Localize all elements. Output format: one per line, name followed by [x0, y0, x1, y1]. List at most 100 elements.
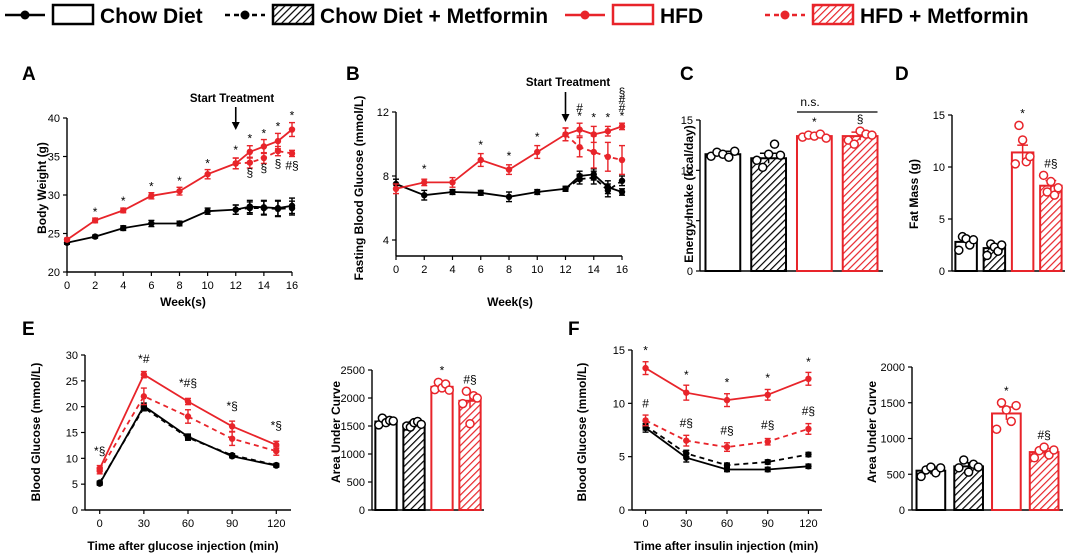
bar-point-e-auc-3-4: [472, 393, 482, 403]
annotation-text-b: Start Treatment: [526, 77, 611, 89]
significance-mark-e-4: *§: [271, 418, 282, 432]
y-tick-label-e-auc-3: 1500: [341, 421, 365, 433]
data-point-b-3-4: [618, 156, 626, 164]
panel-c: C Energy Intake (kcal/day) n.s. 0 5 10 15 * §: [680, 64, 883, 278]
bracket-label-c: n.s.: [800, 95, 819, 109]
y-tick-label-f-1: 5: [619, 452, 625, 464]
legend-swatch-hfd-metformin: [811, 3, 855, 26]
y-tick-label-e-4: 20: [66, 402, 78, 414]
x-tick-label-e-4: 120: [267, 518, 285, 530]
data-point-b-2-3: [477, 156, 484, 164]
bar-point-c-1-2: [763, 149, 774, 159]
panel-label-c: C: [680, 64, 694, 85]
y-tick-label-d-1: 5: [939, 214, 945, 226]
significance-mark-f-1: *: [684, 368, 689, 382]
legend-label-hfd-metformin: HFD + Metformin: [860, 5, 1029, 28]
bar-point-c-1-1: [757, 162, 768, 173]
panel-e: E Blood Glucose (mmol/L) Time after gluc…: [22, 319, 291, 553]
bar-point-e-auc-3-1: [461, 386, 472, 397]
bar-point-f-auc-3-2: [1039, 442, 1049, 452]
y-axis-label-f: Blood Glucose (mmol/L): [575, 363, 589, 502]
data-point-a-1-2: [260, 204, 268, 212]
bar-point-d-3-2: [1046, 176, 1056, 187]
bar-point-f-auc-0-0: [916, 471, 926, 482]
data-point-b-0-4: [505, 193, 513, 200]
significance-mark-e-2: *#§: [179, 376, 197, 390]
significance-mark-e-3: *§: [226, 399, 237, 413]
y-tick-label-c-0: 0: [687, 266, 693, 278]
data-point-a-0-1: [91, 233, 99, 240]
x-axis-label-b: Week(s): [487, 295, 533, 309]
panel-d: D Fat Mass (g) 0 5 10 15 * #§: [895, 64, 1065, 278]
data-point-a-2-4: [176, 187, 183, 195]
y-tick-label-b-0: 4: [383, 235, 389, 247]
data-point-b-2-1: [421, 179, 428, 186]
x-axis-label-a: Week(s): [160, 295, 206, 309]
y-tick-label-e-6: 30: [66, 350, 78, 362]
x-tick-label-b-4: 8: [506, 264, 512, 276]
y-tick-label-e-2: 10: [66, 453, 78, 465]
bar-point-c-3-1: [849, 139, 859, 149]
bar-point-d-1-4: [996, 240, 1007, 250]
data-point-b-2-2: [449, 179, 456, 186]
y-axis-label-e-auc: Area Under Curve: [329, 381, 343, 483]
data-point-b-3-1: [576, 144, 583, 151]
data-point-b-3-2: [590, 148, 597, 156]
panel-label-d: D: [895, 64, 909, 85]
x-tick-label-a-2: 4: [120, 280, 126, 292]
y-axis-label-e: Blood Glucose (mmol/L): [29, 363, 43, 502]
legend-marker-chow-metformin: [240, 10, 250, 20]
data-point-b-1-0: [562, 185, 569, 192]
y-tick-label-c-2: 10: [681, 165, 693, 177]
bar-e-auc-2: [430, 385, 454, 511]
series-line-f-3: [645, 419, 809, 449]
bar-point-f-auc-1-4: [973, 462, 984, 472]
bar-point-d-1-0: [982, 250, 992, 261]
y-tick-label-e-3: 15: [66, 428, 78, 440]
significance-mark-f-auc-0: *: [1004, 384, 1009, 398]
data-point-b-2-7: [576, 126, 583, 133]
significance-mark-a-11: §: [261, 161, 268, 175]
data-point-f-0-4: [805, 463, 812, 470]
significance-mark-a-12: §: [275, 156, 282, 170]
data-point-f-2-4: [805, 375, 812, 382]
significance-mark-e-auc-0: *: [440, 363, 445, 377]
y-tick-label-b-1: 8: [383, 171, 389, 183]
y-tick-label-f-auc-0: 0: [899, 505, 905, 517]
data-point-f-1-3: [764, 458, 771, 466]
y-tick-label-e-auc-5: 2500: [341, 365, 365, 377]
panel-label-a: A: [22, 64, 36, 85]
y-tick-label-f-3: 15: [613, 345, 625, 357]
legend-label-chow-metformin: Chow Diet + Metformin: [320, 5, 548, 28]
data-point-e-2-3: [228, 423, 236, 430]
data-point-a-0-5: [204, 207, 211, 215]
x-tick-label-f-4: 120: [799, 518, 817, 530]
bar-c-0: [704, 153, 742, 272]
data-point-f-1-4: [805, 451, 812, 458]
x-tick-label-b-7: 14: [588, 264, 600, 276]
x-tick-label-e-2: 60: [182, 518, 194, 530]
significance-mark-a-5: *: [233, 143, 238, 157]
bar-point-d-2-0: [1010, 159, 1021, 169]
significance-mark-a-2: *: [149, 179, 154, 193]
bar-point-f-auc-2-4: [1011, 400, 1021, 411]
data-point-a-1-4: [288, 204, 296, 212]
bar-point-c-0-4: [729, 146, 740, 156]
data-point-a-2-5: [204, 171, 211, 178]
bar-c-1: [750, 157, 788, 272]
plot-area-c: 0 5 10 15 * §: [681, 111, 883, 278]
data-point-a-1-0: [232, 206, 239, 213]
bar-point-f-auc-1-2: [963, 467, 974, 477]
significance-mark-a-13: #§: [285, 159, 298, 173]
x-tick-label-f-2: 60: [721, 518, 733, 530]
data-point-a-2-0: [63, 236, 71, 243]
bar-point-e-auc-3-2: [465, 419, 475, 429]
data-point-a-3-3: [274, 147, 282, 155]
legend-label-chow: Chow Diet: [100, 5, 203, 28]
legend-swatch-hfd: [611, 3, 655, 26]
x-tick-label-b-5: 10: [531, 264, 543, 276]
bar-f-auc-1: [953, 465, 984, 512]
data-point-e-1-1: [140, 404, 148, 411]
y-tick-label-e-1: 5: [72, 479, 78, 491]
data-point-a-0-4: [176, 220, 183, 227]
